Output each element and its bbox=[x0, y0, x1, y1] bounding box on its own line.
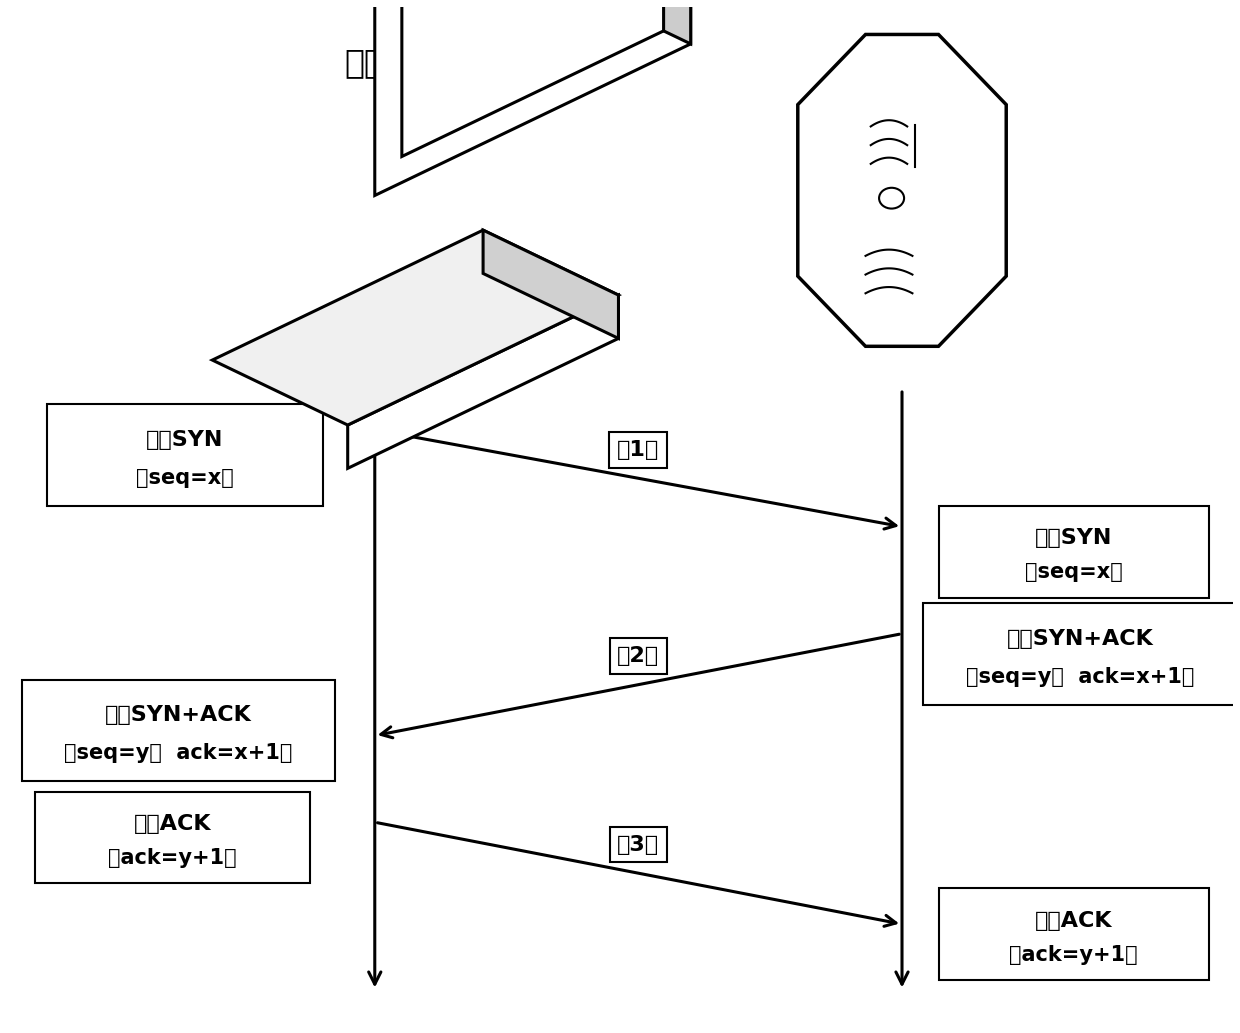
FancyBboxPatch shape bbox=[22, 680, 335, 782]
FancyBboxPatch shape bbox=[47, 404, 322, 506]
Polygon shape bbox=[347, 295, 619, 468]
Text: 接收SYN: 接收SYN bbox=[1035, 529, 1112, 549]
FancyBboxPatch shape bbox=[939, 888, 1209, 980]
Text: （seq=y，  ack=x+1）: （seq=y， ack=x+1） bbox=[966, 666, 1194, 687]
Text: 发送ACK: 发送ACK bbox=[134, 814, 211, 834]
FancyBboxPatch shape bbox=[924, 603, 1236, 706]
Polygon shape bbox=[402, 0, 663, 156]
FancyBboxPatch shape bbox=[939, 506, 1209, 598]
Text: 接收ACK: 接收ACK bbox=[1035, 910, 1112, 931]
Text: 客户端: 客户端 bbox=[345, 46, 404, 80]
Polygon shape bbox=[619, 0, 691, 43]
Text: 服务器: 服务器 bbox=[872, 46, 932, 80]
Text: 接收SYN+ACK: 接收SYN+ACK bbox=[105, 706, 252, 725]
Text: （2）: （2） bbox=[618, 646, 660, 666]
Circle shape bbox=[879, 188, 904, 209]
Text: （1）: （1） bbox=[618, 440, 660, 460]
Text: 发送SYN: 发送SYN bbox=[146, 430, 223, 450]
Polygon shape bbox=[797, 34, 1006, 346]
Polygon shape bbox=[484, 230, 619, 339]
Text: （3）: （3） bbox=[618, 835, 660, 854]
Polygon shape bbox=[374, 0, 691, 195]
Polygon shape bbox=[212, 230, 619, 425]
Text: （ack=y+1）: （ack=y+1） bbox=[108, 848, 237, 868]
FancyBboxPatch shape bbox=[35, 791, 310, 883]
Text: （seq=y，  ack=x+1）: （seq=y， ack=x+1） bbox=[64, 743, 293, 763]
Text: 发送SYN+ACK: 发送SYN+ACK bbox=[1007, 629, 1153, 649]
Text: （ack=y+1）: （ack=y+1） bbox=[1009, 944, 1138, 965]
Text: （seq=x）: （seq=x） bbox=[136, 468, 233, 488]
Text: （seq=x）: （seq=x） bbox=[1024, 562, 1122, 583]
